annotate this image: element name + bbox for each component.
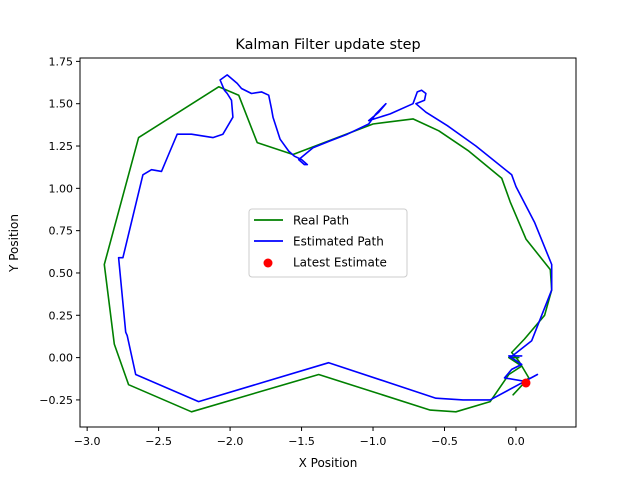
x-tick-label: 0.0 bbox=[507, 435, 525, 448]
x-tick-label: −1.0 bbox=[360, 435, 387, 448]
x-tick-label: −2.0 bbox=[217, 435, 244, 448]
estimated-path-line bbox=[117, 74, 553, 403]
y-tick-label: 1.00 bbox=[49, 182, 74, 195]
legend-label-real-path: Real Path bbox=[293, 214, 349, 228]
y-tick-label: 1.25 bbox=[49, 140, 74, 153]
legend-label-estimated-path: Estimated Path bbox=[293, 235, 384, 249]
x-tick-label: −1.5 bbox=[288, 435, 315, 448]
y-axis-ticks: −0.25 0.00 0.25 0.50 0.75 1.00 1.25 1.50 1.75 bbox=[39, 55, 80, 407]
real-path-line bbox=[103, 86, 553, 413]
y-tick-label: 1.75 bbox=[49, 55, 74, 68]
y-tick-label: 1.50 bbox=[49, 98, 74, 111]
legend-label-latest-estimate: Latest Estimate bbox=[293, 256, 387, 270]
y-tick-label: 0.25 bbox=[49, 309, 74, 322]
y-tick-label: 0.00 bbox=[49, 352, 74, 365]
series-layer bbox=[103, 74, 553, 413]
x-tick-label: −3.0 bbox=[74, 435, 101, 448]
plot-frame bbox=[79, 57, 577, 428]
x-axis-ticks: −3.0 −2.5 −2.0 −1.5 −1.0 −0.5 0.0 bbox=[74, 427, 525, 448]
chart-title: Kalman Filter update step bbox=[235, 37, 420, 53]
x-tick-label: −2.5 bbox=[145, 435, 172, 448]
legend-swatch-latest-estimate bbox=[263, 258, 273, 268]
legend: Real Path Estimated Path Latest Estimate bbox=[248, 208, 408, 278]
x-tick-label: −0.5 bbox=[431, 435, 458, 448]
y-axis-label: Y Position bbox=[7, 214, 21, 273]
legend-box bbox=[248, 208, 408, 278]
y-tick-label: 0.50 bbox=[49, 267, 74, 280]
latest-estimate-point bbox=[521, 378, 531, 388]
y-tick-label: 0.75 bbox=[49, 225, 74, 238]
y-tick-label: −0.25 bbox=[39, 394, 73, 407]
x-axis-label: X Position bbox=[299, 456, 358, 470]
